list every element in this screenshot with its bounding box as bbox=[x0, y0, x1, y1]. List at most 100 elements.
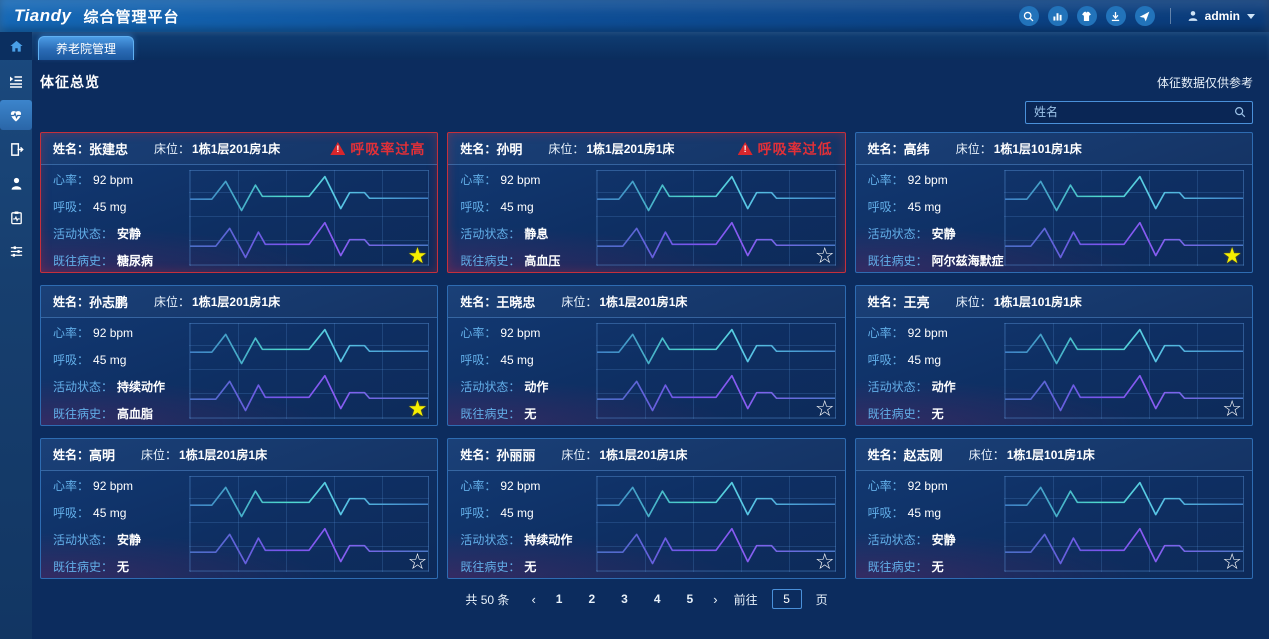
sidebar-item-medical-record[interactable] bbox=[0, 202, 32, 232]
alert-text: 呼吸率过低 bbox=[757, 140, 833, 157]
pagination-page-1[interactable]: 1 bbox=[555, 592, 563, 606]
header-divider bbox=[1169, 8, 1171, 24]
history-row: 既往病史： 无 bbox=[460, 407, 537, 421]
sidebar-item-vitals[interactable] bbox=[0, 100, 32, 130]
heart-rate-value: 92 bpm bbox=[93, 478, 134, 493]
alert-badge: 呼吸率过高 bbox=[330, 139, 425, 159]
patient-name: 孙明 bbox=[496, 142, 523, 157]
tab-strip: 养老院管理 bbox=[32, 32, 1269, 60]
history-value: 无 bbox=[931, 560, 944, 574]
alert-badge: 呼吸率过低 bbox=[737, 139, 833, 159]
user-menu[interactable]: admin bbox=[1186, 9, 1255, 23]
favorite-star-toggle[interactable]: ★ bbox=[407, 244, 428, 269]
breath-value: 45 mg bbox=[907, 505, 942, 520]
vitals-sparkline-chart bbox=[596, 323, 837, 419]
home-icon bbox=[9, 40, 23, 52]
vitals-list: 心率： 92 bpm 呼吸： 45 mg 活动状态： 安静 既往病史： 阿尔兹海… bbox=[868, 171, 1018, 269]
patient-card[interactable]: 姓名： 王亮 床位： 1栋1层101房1床 心率： 92 bpm 呼吸： 45 … bbox=[854, 285, 1253, 426]
card-header: 姓名： 孙丽丽 床位： 1栋1层201房1床 bbox=[448, 439, 845, 471]
card-body: 心率： 92 bpm 呼吸： 45 mg 活动状态： 安静 既往病史： 阿尔兹海… bbox=[856, 165, 1252, 271]
pagination-page-3[interactable]: 3 bbox=[621, 592, 628, 606]
download-icon[interactable] bbox=[1105, 6, 1126, 26]
vitals-sparkline-chart bbox=[596, 476, 837, 572]
favorite-star-toggle[interactable]: ☆ bbox=[814, 397, 835, 422]
breath-row: 呼吸： 45 mg bbox=[53, 352, 127, 368]
patient-card[interactable]: 姓名： 孙志鹏 床位： 1栋1层201房1床 心率： 92 bpm 呼吸： 45… bbox=[40, 285, 439, 426]
sidebar-item-home[interactable] bbox=[0, 32, 32, 60]
bed-value: 1栋1层201房1床 bbox=[192, 295, 281, 309]
history-value: 无 bbox=[117, 560, 130, 574]
patient-name: 王晓忠 bbox=[496, 295, 536, 310]
history-value: 糖尿病 bbox=[117, 254, 154, 268]
patient-card[interactable]: 姓名： 王晓忠 床位： 1栋1层201房1床 心率： 92 bpm 呼吸： 45… bbox=[447, 285, 846, 426]
card-body: 心率： 92 bpm 呼吸： 45 mg 活动状态： 安静 既往病史： 无 bbox=[856, 471, 1252, 577]
card-header: 姓名： 王晓忠 床位： 1栋1层201房1床 bbox=[448, 286, 845, 318]
tab-nursing-home[interactable]: 养老院管理 bbox=[38, 36, 134, 60]
patient-name: 孙丽丽 bbox=[496, 448, 536, 463]
send-icon[interactable] bbox=[1134, 6, 1155, 26]
alert-text: 呼吸率过高 bbox=[350, 140, 426, 157]
patient-name: 张建忠 bbox=[89, 142, 129, 157]
pagination-page-5[interactable]: 5 bbox=[686, 592, 694, 606]
breath-value: 45 mg bbox=[907, 352, 942, 367]
name-label: 姓名： bbox=[460, 295, 497, 309]
search-input[interactable] bbox=[1025, 100, 1253, 124]
name-label: 姓名： bbox=[53, 448, 90, 462]
activity-row: 活动状态： 动作 bbox=[867, 380, 956, 394]
vitals-sparkline-chart bbox=[1003, 323, 1244, 419]
favorite-star-toggle[interactable]: ★ bbox=[407, 397, 428, 422]
heart-rate-value: 92 bpm bbox=[907, 325, 948, 340]
pagination-page-4[interactable]: 4 bbox=[653, 592, 661, 606]
patient-card[interactable]: 姓名： 高明 床位： 1栋1层201房1床 心率： 92 bpm 呼吸： 45 … bbox=[40, 438, 439, 579]
favorite-star-toggle[interactable]: ☆ bbox=[1222, 550, 1242, 575]
activity-value: 静息 bbox=[524, 227, 549, 241]
sidebar-item-playlist[interactable] bbox=[0, 66, 32, 96]
breath-row: 呼吸： 45 mg bbox=[53, 199, 127, 215]
name-label: 姓名： bbox=[53, 295, 90, 309]
card-header: 姓名： 孙志鹏 床位： 1栋1层201房1床 bbox=[41, 286, 438, 318]
vitals-list: 心率： 92 bpm 呼吸： 45 mg 活动状态： 持续动作 既往病史： 无 bbox=[460, 477, 610, 575]
search-box bbox=[1025, 100, 1253, 124]
stats-icon[interactable] bbox=[1047, 6, 1068, 26]
card-header: 姓名： 高明 床位： 1栋1层201房1床 bbox=[41, 439, 438, 471]
patient-name: 王亮 bbox=[903, 295, 930, 310]
patient-card[interactable]: 姓名： 高纬 床位： 1栋1层101房1床 心率： 92 bpm 呼吸： 45 … bbox=[854, 132, 1253, 273]
patient-card[interactable]: 姓名： 孙丽丽 床位： 1栋1层201房1床 心率： 92 bpm 呼吸： 45… bbox=[447, 438, 846, 579]
activity-row: 活动状态： 安静 bbox=[867, 227, 956, 241]
pagination-goto-label: 前往 bbox=[733, 592, 758, 607]
heart-rate-value: 92 bpm bbox=[93, 325, 134, 340]
sidebar-item-person[interactable] bbox=[0, 168, 32, 198]
bed-label: 床位： bbox=[968, 448, 1005, 462]
patient-card[interactable]: 姓名： 张建忠 床位： 1栋1层201房1床 呼吸率过高 心率： 92 bpm … bbox=[40, 132, 439, 273]
pagination-page-2[interactable]: 2 bbox=[588, 592, 596, 606]
patient-name: 赵志刚 bbox=[903, 448, 943, 463]
name-label: 姓名： bbox=[460, 142, 497, 156]
history-value: 高血压 bbox=[524, 254, 561, 268]
favorite-star-toggle[interactable]: ★ bbox=[1222, 244, 1242, 269]
favorite-star-toggle[interactable]: ☆ bbox=[1222, 397, 1242, 422]
vitals-list: 心率： 92 bpm 呼吸： 45 mg 活动状态： 安静 既往病史： 无 bbox=[868, 477, 1018, 575]
favorite-star-toggle[interactable]: ☆ bbox=[814, 550, 835, 575]
door-exit-icon bbox=[10, 142, 24, 156]
pagination-next[interactable]: › bbox=[713, 591, 718, 607]
search-icon[interactable] bbox=[1233, 105, 1247, 119]
patient-card[interactable]: 姓名： 孙明 床位： 1栋1层201房1床 呼吸率过低 心率： 92 bpm 呼… bbox=[447, 132, 846, 273]
breath-value: 45 mg bbox=[500, 505, 534, 520]
activity-row: 活动状态： 静息 bbox=[460, 227, 549, 241]
shirt-icon[interactable] bbox=[1076, 6, 1097, 26]
breath-value: 45 mg bbox=[907, 199, 942, 214]
heart-rate-row: 心率： 92 bpm bbox=[867, 172, 948, 188]
sidebar-item-door[interactable] bbox=[0, 134, 32, 164]
favorite-star-toggle[interactable]: ☆ bbox=[407, 550, 428, 575]
bed-label: 床位： bbox=[955, 142, 992, 156]
activity-row: 活动状态： 安静 bbox=[867, 533, 956, 547]
sidebar-item-settings[interactable] bbox=[0, 236, 32, 266]
pagination-goto-input[interactable] bbox=[771, 589, 802, 609]
pagination-prev[interactable]: ‹ bbox=[531, 591, 536, 607]
pagination-total: 共 50 条 bbox=[465, 592, 510, 607]
card-body: 心率： 92 bpm 呼吸： 45 mg 活动状态： 持续动作 既往病史： 无 bbox=[448, 471, 844, 577]
search-icon[interactable] bbox=[1018, 6, 1039, 26]
favorite-star-toggle[interactable]: ☆ bbox=[814, 244, 835, 269]
patient-card[interactable]: 姓名： 赵志刚 床位： 1栋1层101房1床 心率： 92 bpm 呼吸： 45… bbox=[854, 438, 1253, 579]
app-logo: Tiandy bbox=[14, 6, 72, 25]
